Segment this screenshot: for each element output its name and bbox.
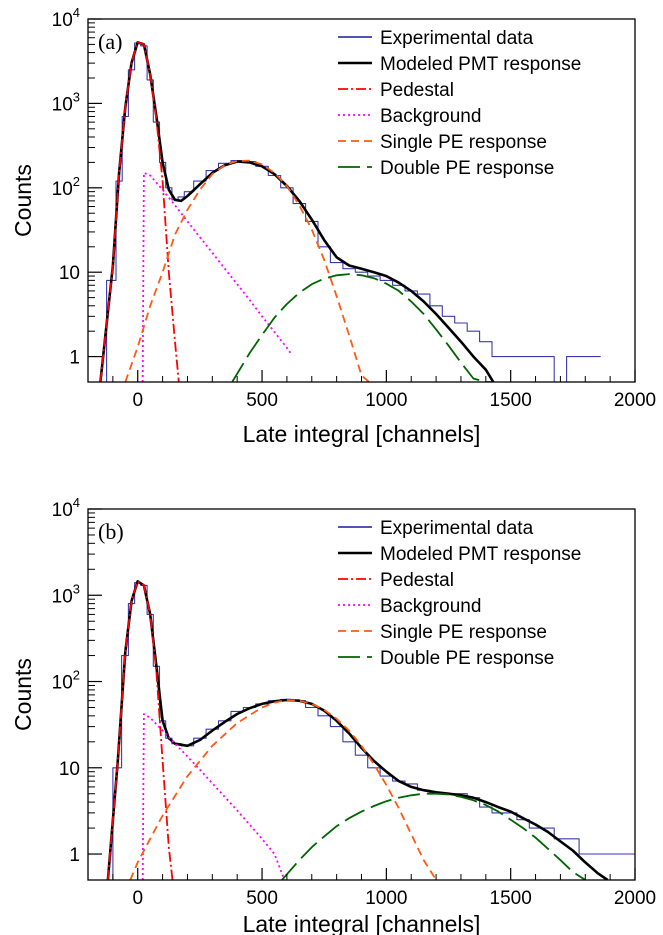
y-tick-label: 10 [59,759,80,780]
x-tick-label: 0 [132,888,143,909]
series-line-background [141,172,292,382]
y-axis-title: Counts [10,658,36,731]
x-tick-label: 0 [132,390,143,411]
plot-area [102,580,635,880]
y-tick-label: 102 [52,174,80,200]
x-axis-title: Late integral [channels] [243,421,481,447]
series-line-double-pe-response [231,273,491,382]
series-line-modeled-pmt-response [99,41,495,382]
y-tick-label: 103 [52,581,80,607]
y-tick-label: 102 [52,668,80,694]
y-tick-label: 104 [52,5,80,31]
panel-label: (b) [98,519,124,544]
legend-entry: Single PE response [380,132,547,153]
x-tick-label: 1500 [490,888,532,909]
legend-entry: Single PE response [380,622,547,643]
y-tick-label: 10 [59,263,80,284]
legend-entry: Pedestal [380,570,454,591]
legend-entry: Modeled PMT response [380,54,581,75]
x-tick-label: 1000 [365,888,407,909]
y-axis-title: Counts [10,164,36,237]
series-line-experimental-data [102,582,635,880]
series-line-pedestal [107,580,174,880]
series-line-double-pe-response [281,792,586,880]
panel-label: (a) [98,29,122,54]
y-tick-label: 1 [69,348,80,369]
legend-entry: Experimental data [380,28,534,49]
plot-area [94,41,601,382]
legend-entry: Experimental data [380,518,534,539]
legend-entry: Double PE response [380,648,554,669]
y-tick-label: 103 [52,89,80,115]
legend-entry: Modeled PMT response [380,544,581,565]
legend-entry: Background [380,106,481,127]
legend-entry: Background [380,596,481,617]
x-tick-label: 2000 [614,390,656,411]
panel-a: 0 500 1000 1500 2000 1 10 102 103 104 Late integra… [10,5,656,447]
x-tick-label: 500 [246,390,278,411]
x-tick-label: 500 [246,888,278,909]
series-line-single-pe-response [124,159,370,382]
x-tick-label: 1500 [490,390,532,411]
x-tick-label: 1000 [365,390,407,411]
series-line-modeled-pmt-response [106,580,609,880]
series-line-single-pe-response [129,699,437,880]
panel-b: 0 500 1000 1500 2000 1 10 102 103 104 Late integra… [10,495,656,935]
legend-entry: Double PE response [380,158,554,179]
series-line-pedestal [99,41,180,382]
series-line-background [141,713,286,880]
x-axis-title: Late integral [channels] [243,911,481,935]
y-tick-label: 1 [69,845,80,866]
y-tick-label: 104 [52,495,80,521]
x-tick-label: 2000 [614,888,656,909]
legend-entry: Pedestal [380,80,454,101]
